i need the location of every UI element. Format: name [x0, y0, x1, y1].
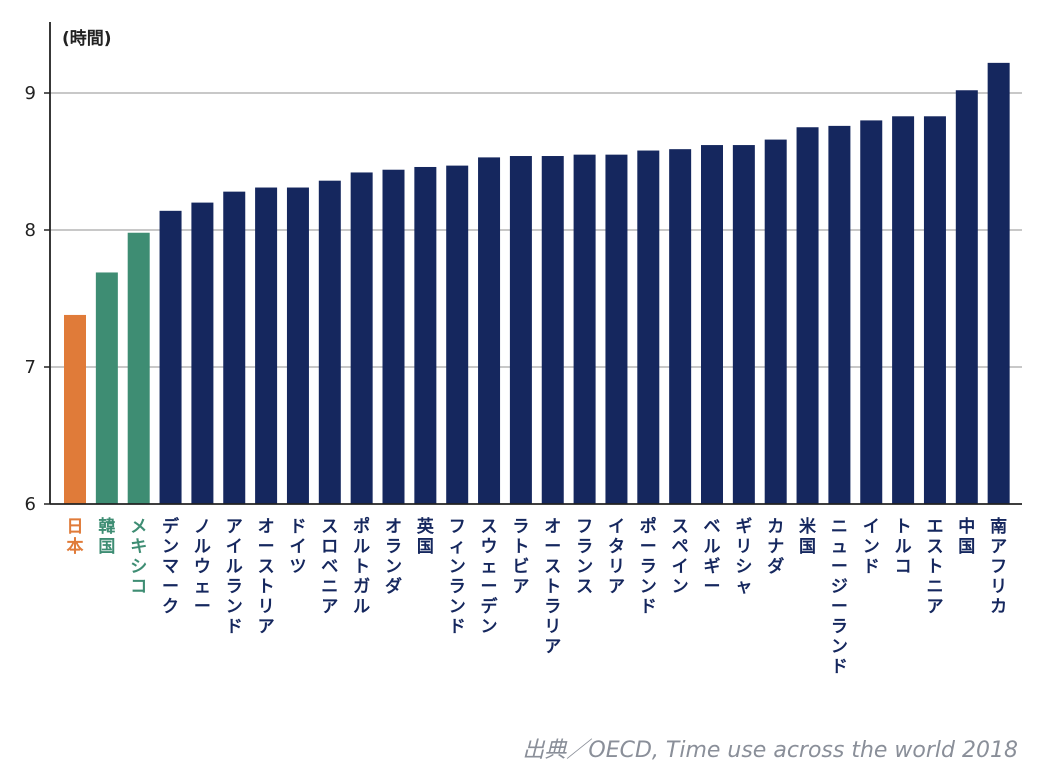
x-category-label: デンマーク: [162, 516, 180, 617]
x-category-label: 英国: [417, 516, 435, 557]
x-category-label: スペイン: [672, 517, 689, 597]
x-category-label: ポルトガル: [353, 516, 370, 617]
x-category-label: 韓国: [98, 516, 115, 557]
x-category-label: オーストリア: [258, 517, 275, 637]
x-category-label: 米国: [799, 516, 817, 557]
x-category-label: オランダ: [385, 517, 402, 597]
bar-4: [191, 202, 214, 504]
bar-19: [669, 149, 692, 505]
bar-23: [796, 127, 819, 504]
y-tick-label: 8: [25, 220, 36, 241]
y-tick-label: 6: [25, 494, 36, 515]
x-category-label: ラトビア: [512, 517, 529, 597]
x-category-label: 中国: [958, 516, 975, 557]
x-category-label: メキシコ: [130, 517, 147, 597]
bar-17: [605, 154, 628, 504]
bar-15: [541, 156, 564, 504]
bar-27: [923, 116, 946, 504]
bar-12: [446, 165, 469, 505]
bar-20: [701, 145, 723, 504]
x-category-label: カナダ: [767, 517, 784, 577]
x-category-label: アイルランド: [226, 517, 243, 637]
bar-9: [350, 172, 373, 504]
x-category-label: ニュージーランド: [831, 517, 848, 677]
x-category-label: 南アフリカ: [990, 516, 1007, 617]
x-category-label: ギリシャ: [735, 517, 752, 597]
y-tick-label: 9: [25, 83, 36, 104]
x-category-label: ポーランド: [640, 516, 657, 617]
x-category-label: トルコ: [895, 517, 912, 577]
bar-28: [955, 90, 978, 504]
bar-18: [637, 150, 660, 505]
x-category-label: ドイツ: [289, 517, 306, 577]
x-category-label: ベルギー: [704, 517, 721, 597]
bar-25: [860, 120, 883, 505]
bar-8: [318, 180, 341, 504]
x-category-label: インド: [863, 517, 880, 577]
x-category-label: オーストラリア: [544, 517, 561, 657]
source-note: 出典／OECD, Time use across the world 2018: [522, 738, 1018, 763]
bar-5: [223, 191, 246, 504]
bar-13: [478, 157, 501, 504]
bar-22: [764, 139, 787, 504]
bar-6: [255, 187, 278, 504]
x-category-label: ノルウェー: [194, 517, 211, 617]
x-category-label: 日本: [67, 517, 84, 557]
y-axis-unit-label: (時間): [62, 29, 112, 49]
bar-11: [414, 166, 437, 505]
bar-26: [892, 116, 915, 504]
bar-10: [382, 169, 405, 504]
bar-29: [987, 62, 1010, 505]
x-category-label: イタリア: [608, 517, 625, 597]
x-category-label: スウェーデン: [481, 517, 499, 637]
bar-3: [159, 210, 182, 504]
bar-2: [127, 232, 150, 505]
bar-7: [286, 187, 309, 504]
bar-16: [573, 154, 596, 504]
y-tick-label: 7: [25, 357, 36, 378]
bar-14: [509, 156, 532, 504]
bar-24: [828, 125, 851, 504]
bar-21: [732, 145, 755, 504]
bar-1: [95, 272, 118, 504]
bar-0: [64, 314, 86, 504]
x-category-label: エストニア: [926, 517, 943, 617]
x-category-label: スロベニア: [321, 517, 338, 617]
x-category-label: フランス: [576, 517, 593, 597]
x-category-label: フィンランド: [449, 517, 466, 637]
